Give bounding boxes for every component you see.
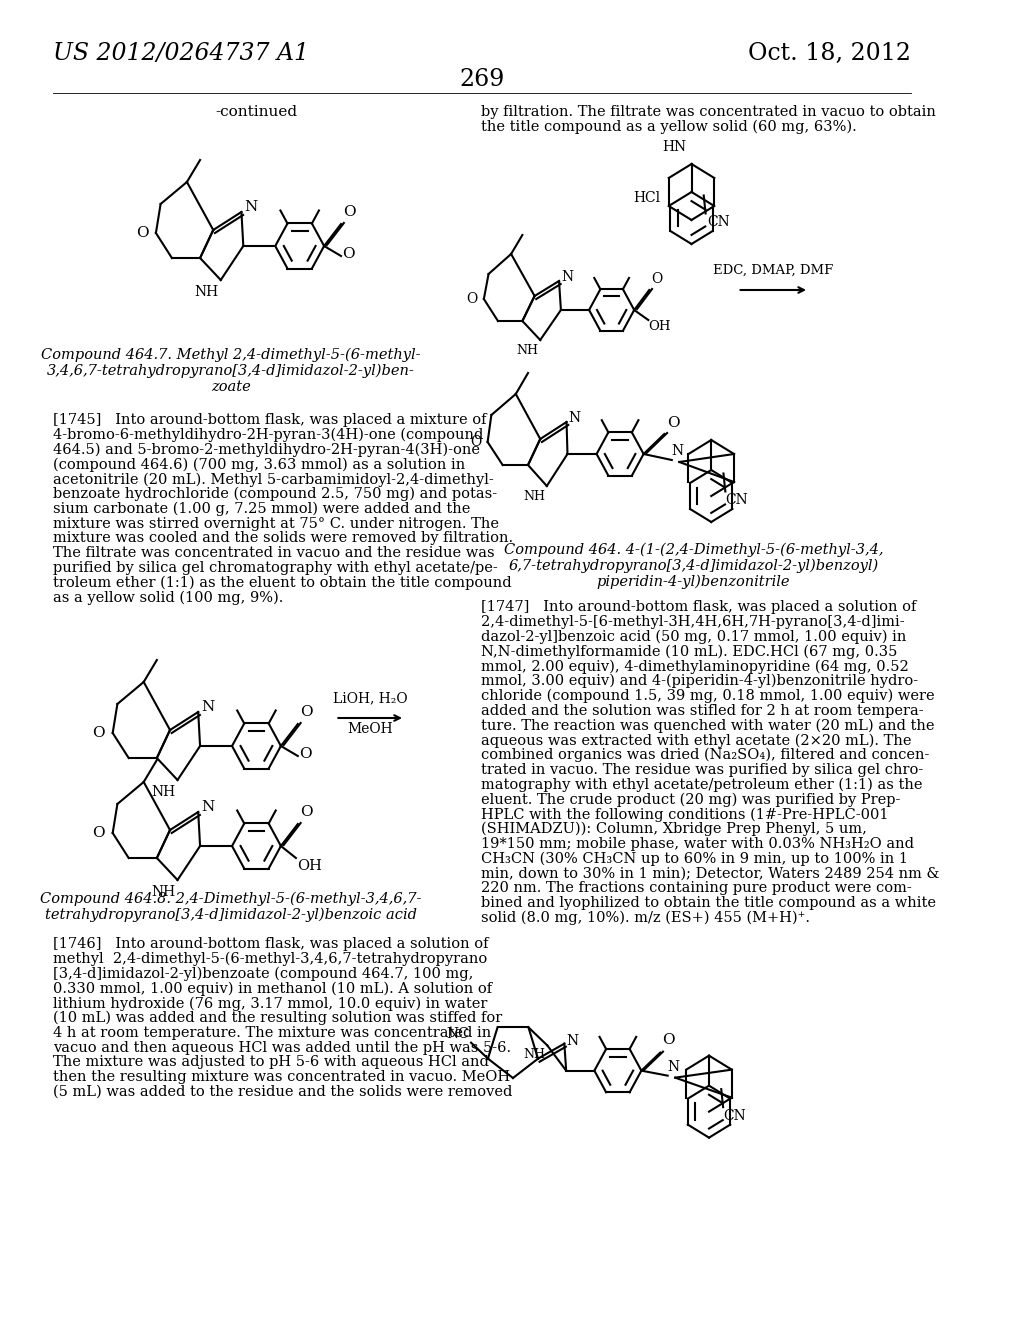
Text: mmol, 2.00 equiv), 4-dimethylaminopyridine (64 mg, 0.52: mmol, 2.00 equiv), 4-dimethylaminopyridi… [481, 659, 908, 673]
Text: 0.330 mmol, 1.00 equiv) in methanol (10 mL). A solution of: 0.330 mmol, 1.00 equiv) in methanol (10 … [52, 981, 492, 995]
Text: benzoate hydrochloride (compound 2.5, 750 mg) and potas-: benzoate hydrochloride (compound 2.5, 75… [52, 487, 497, 502]
Text: EDC, DMAP, DMF: EDC, DMAP, DMF [713, 264, 834, 277]
Text: 3,4,6,7-tetrahydropyrano[3,4-d]imidazol-2-yl)ben-: 3,4,6,7-tetrahydropyrano[3,4-d]imidazol-… [47, 364, 415, 379]
Text: O: O [300, 805, 312, 818]
Text: (10 mL) was added and the resulting solution was stiffed for: (10 mL) was added and the resulting solu… [52, 1011, 502, 1026]
Text: min, down to 30% in 1 min); Detector, Waters 2489 254 nm &: min, down to 30% in 1 min); Detector, Wa… [481, 866, 940, 880]
Text: N: N [568, 411, 581, 425]
Text: O: O [651, 272, 663, 286]
Text: Compound 464.7. Methyl 2,4-dimethyl-5-(6-methyl-: Compound 464.7. Methyl 2,4-dimethyl-5-(6… [41, 348, 421, 363]
Text: O: O [466, 292, 477, 306]
Text: O: O [92, 826, 105, 840]
Text: (5 mL) was added to the residue and the solids were removed: (5 mL) was added to the residue and the … [52, 1085, 512, 1100]
Text: eluent. The crude product (20 mg) was purified by Prep-: eluent. The crude product (20 mg) was pu… [481, 792, 900, 807]
Text: zoate: zoate [211, 380, 251, 393]
Text: N: N [201, 800, 214, 814]
Text: then the resulting mixture was concentrated in vacuo. MeOH: then the resulting mixture was concentra… [52, 1071, 510, 1084]
Text: by filtration. The filtrate was concentrated in vacuo to obtain: by filtration. The filtrate was concentr… [481, 106, 936, 119]
Text: aqueous was extracted with ethyl acetate (2×20 mL). The: aqueous was extracted with ethyl acetate… [481, 733, 911, 747]
Text: HCl: HCl [634, 191, 660, 205]
Text: 2,4-dimethyl-5-[6-methyl-3H,4H,6H,7H-pyrano[3,4-d]imi-: 2,4-dimethyl-5-[6-methyl-3H,4H,6H,7H-pyr… [481, 615, 904, 628]
Text: OH: OH [297, 859, 322, 873]
Text: [1747]   Into around-bottom flask, was placed a solution of: [1747] Into around-bottom flask, was pla… [481, 601, 916, 614]
Text: OH: OH [648, 319, 671, 333]
Text: MeOH: MeOH [347, 722, 393, 737]
Text: tetrahydropyrano[3,4-d]imidazol-2-yl)benzoic acid: tetrahydropyrano[3,4-d]imidazol-2-yl)ben… [45, 908, 417, 923]
Text: O: O [342, 247, 354, 261]
Text: 19*150 mm; mobile phase, water with 0.03% NH₃H₂O and: 19*150 mm; mobile phase, water with 0.03… [481, 837, 914, 851]
Text: (SHIMADZU)): Column, Xbridge Prep Phenyl, 5 um,: (SHIMADZU)): Column, Xbridge Prep Phenyl… [481, 822, 867, 837]
Text: O: O [667, 416, 680, 430]
Text: mmol, 3.00 equiv) and 4-(piperidin-4-yl)benzonitrile hydro-: mmol, 3.00 equiv) and 4-(piperidin-4-yl)… [481, 675, 919, 689]
Text: NH: NH [152, 884, 176, 899]
Text: CH₃CN (30% CH₃CN up to 60% in 9 min, up to 100% in 1: CH₃CN (30% CH₃CN up to 60% in 9 min, up … [481, 851, 908, 866]
Text: mixture was stirred overnight at 75° C. under nitrogen. The: mixture was stirred overnight at 75° C. … [52, 516, 499, 531]
Text: [3,4-d]imidazol-2-yl)benzoate (compound 464.7, 100 mg,: [3,4-d]imidazol-2-yl)benzoate (compound … [52, 966, 473, 981]
Text: bined and lyophilized to obtain the title compound as a white: bined and lyophilized to obtain the titl… [481, 896, 936, 909]
Text: NH: NH [195, 285, 219, 300]
Text: O: O [470, 436, 481, 449]
Text: N: N [668, 1060, 680, 1073]
Text: vacuo and then aqueous HCl was added until the pH was 5-6.: vacuo and then aqueous HCl was added unt… [52, 1040, 511, 1055]
Text: trated in vacuo. The residue was purified by silica gel chro-: trated in vacuo. The residue was purifie… [481, 763, 924, 776]
Text: ture. The reaction was quenched with water (20 mL) and the: ture. The reaction was quenched with wat… [481, 718, 935, 733]
Text: (compound 464.6) (700 mg, 3.63 mmol) as a solution in: (compound 464.6) (700 mg, 3.63 mmol) as … [52, 458, 465, 471]
Text: chloride (compound 1.5, 39 mg, 0.18 mmol, 1.00 equiv) were: chloride (compound 1.5, 39 mg, 0.18 mmol… [481, 689, 935, 704]
Text: N: N [561, 271, 573, 284]
Text: 269: 269 [460, 69, 505, 91]
Text: O: O [92, 726, 105, 741]
Text: N: N [245, 201, 257, 214]
Text: Compound 464. 4-(1-(2,4-Dimethyl-5-(6-methyl-3,4,: Compound 464. 4-(1-(2,4-Dimethyl-5-(6-me… [504, 543, 883, 557]
Text: [1745]   Into around-bottom flask, was placed a mixture of: [1745] Into around-bottom flask, was pla… [52, 413, 486, 426]
Text: CN: CN [723, 1109, 745, 1123]
Text: combined organics was dried (Na₂SO₄), filtered and concen-: combined organics was dried (Na₂SO₄), fi… [481, 748, 930, 763]
Text: O: O [663, 1032, 675, 1047]
Text: -continued: -continued [215, 106, 297, 119]
Text: CN: CN [708, 215, 730, 230]
Text: O: O [300, 705, 312, 719]
Text: 4 h at room temperature. The mixture was concentrated in: 4 h at room temperature. The mixture was… [52, 1026, 490, 1040]
Text: The mixture was adjusted to pH 5-6 with aqueous HCl and: The mixture was adjusted to pH 5-6 with … [52, 1056, 488, 1069]
Text: NH: NH [523, 490, 545, 503]
Text: sium carbonate (1.00 g, 7.25 mmol) were added and the: sium carbonate (1.00 g, 7.25 mmol) were … [52, 502, 470, 516]
Text: N,N-dimethylformamide (10 mL). EDC.HCl (67 mg, 0.35: N,N-dimethylformamide (10 mL). EDC.HCl (… [481, 644, 897, 659]
Text: NH: NH [523, 1048, 546, 1061]
Text: added and the solution was stifled for 2 h at room tempera-: added and the solution was stifled for 2… [481, 704, 924, 718]
Text: N: N [566, 1034, 579, 1048]
Text: dazol-2-yl]benzoic acid (50 mg, 0.17 mmol, 1.00 equiv) in: dazol-2-yl]benzoic acid (50 mg, 0.17 mmo… [481, 630, 906, 644]
Text: LiOH, H₂O: LiOH, H₂O [333, 690, 408, 705]
Text: piperidin-4-yl)benzonitrile: piperidin-4-yl)benzonitrile [597, 576, 791, 590]
Text: mixture was cooled and the solids were removed by filtration.: mixture was cooled and the solids were r… [52, 532, 513, 545]
Text: Compound 464.8. 2,4-Dimethyl-5-(6-methyl-3,4,6,7-: Compound 464.8. 2,4-Dimethyl-5-(6-methyl… [40, 892, 422, 907]
Text: 220 nm. The fractions containing pure product were com-: 220 nm. The fractions containing pure pr… [481, 882, 911, 895]
Text: acetonitrile (20 mL). Methyl 5-carbamimidoyl-2,4-dimethyl-: acetonitrile (20 mL). Methyl 5-carbamimi… [52, 473, 494, 487]
Text: 464.5) and 5-bromo-2-methyldihydro-2H-pyran-4(3H)-one: 464.5) and 5-bromo-2-methyldihydro-2H-py… [52, 442, 479, 457]
Text: matography with ethyl acetate/petroleum ether (1:1) as the: matography with ethyl acetate/petroleum … [481, 777, 923, 792]
Text: the title compound as a yellow solid (60 mg, 63%).: the title compound as a yellow solid (60… [481, 120, 857, 135]
Text: O: O [299, 747, 311, 762]
Text: solid (8.0 mg, 10%). m/z (ES+) 455 (M+H)⁺.: solid (8.0 mg, 10%). m/z (ES+) 455 (M+H)… [481, 911, 810, 925]
Text: lithium hydroxide (76 mg, 3.17 mmol, 10.0 equiv) in water: lithium hydroxide (76 mg, 3.17 mmol, 10.… [52, 997, 487, 1011]
Text: methyl  2,4-dimethyl-5-(6-methyl-3,4,6,7-tetrahydropyrano: methyl 2,4-dimethyl-5-(6-methyl-3,4,6,7-… [52, 952, 486, 966]
Text: 6,7-tetrahydropyrano[3,4-d]imidazol-2-yl)benzoyl): 6,7-tetrahydropyrano[3,4-d]imidazol-2-yl… [508, 558, 879, 573]
Text: O: O [343, 205, 355, 219]
Text: NH: NH [516, 345, 539, 356]
Text: NC: NC [446, 1027, 469, 1040]
Text: troleum ether (1:1) as the eluent to obtain the title compound: troleum ether (1:1) as the eluent to obt… [52, 576, 511, 590]
Text: [1746]   Into around-bottom flask, was placed a solution of: [1746] Into around-bottom flask, was pla… [52, 937, 488, 950]
Text: NH: NH [152, 785, 176, 799]
Text: as a yellow solid (100 mg, 9%).: as a yellow solid (100 mg, 9%). [52, 590, 283, 605]
Text: 4-bromo-6-methyldihydro-2H-pyran-3(4H)-one (compound: 4-bromo-6-methyldihydro-2H-pyran-3(4H)-o… [52, 428, 483, 442]
Text: N: N [672, 444, 684, 458]
Text: purified by silica gel chromatography with ethyl acetate/pe-: purified by silica gel chromatography wi… [52, 561, 498, 576]
Text: Oct. 18, 2012: Oct. 18, 2012 [749, 42, 911, 65]
Text: The filtrate was concentrated in vacuo and the residue was: The filtrate was concentrated in vacuo a… [52, 546, 495, 560]
Text: US 2012/0264737 A1: US 2012/0264737 A1 [52, 42, 308, 65]
Text: HN: HN [663, 140, 687, 154]
Text: N: N [201, 700, 214, 714]
Text: CN: CN [725, 494, 749, 507]
Text: O: O [136, 226, 148, 240]
Text: HPLC with the following conditions (1#-Pre-HPLC-001: HPLC with the following conditions (1#-P… [481, 808, 889, 821]
